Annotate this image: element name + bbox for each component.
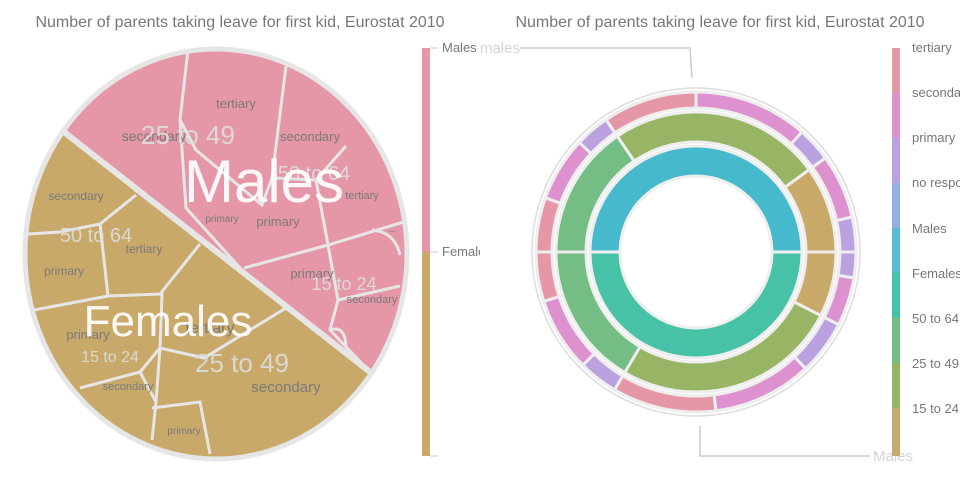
label-females-25-tertiary: tertiary [186,320,235,337]
legend-swatch-50-to-64 [892,318,900,363]
sunburst-arcs [534,90,858,414]
sunburst-chart-svg: Females Males tertiary secondary primary… [480,40,960,465]
legend-label-50-to-64: 50 to 64 [912,311,959,326]
label-males-50-tertiary: tertiary [345,190,379,202]
legend-swatch-females [892,273,900,318]
legend-label-secondary: secondary [912,85,960,100]
label-males-15-other: — [389,228,396,235]
label-males-25-secondary: secondary [122,128,187,144]
sunburst-inner-arc-females[interactable] [588,250,804,360]
voronoi-chart-title: Number of parents taking leave for first… [35,14,445,31]
label-males-25-primary: primary [205,214,238,225]
voronoi-chart-panel: Number of parents taking leave for first… [22,14,480,462]
sunburst-chart-title: Number of parents taking leave for first… [515,14,925,31]
label-females-50-tertiary: tertiary [126,242,163,256]
sunburst-outer-arc-primary[interactable] [836,250,858,280]
label-females-15-primary: primary [66,327,110,342]
legend-label-primary: primary [912,130,956,145]
label-females-50-primary: primary [44,264,84,278]
legend-swatch-no-response [892,183,900,228]
legend-label-tertiary: tertiary [912,40,952,55]
legend-label-females: Females [442,244,480,259]
label-females-group: Females [84,297,253,346]
legend-label-males: Males [912,221,947,236]
voronoi-legend: Males Females [422,40,480,457]
label-males-group: Males [184,148,344,215]
label-males-50-to-64: 50 to 64 [278,163,350,185]
label-males-25-to-49: 25 to 49 [141,120,235,150]
callout-females: Females [480,40,520,57]
label-males-15-primary: primary [290,266,334,281]
label-males-25-tertiary: tertiary [216,96,256,111]
legend-swatch-females [422,252,430,456]
label-females-50-secondary: secondary [48,189,103,203]
label-males-50-primary: primary [256,214,300,229]
legend-label-15-to-24: 15 to 24 [912,401,959,416]
label-females-50-to-64: 50 to 64 [60,225,132,247]
label-females-15-to-24: 15 to 24 [81,349,139,366]
callout-males: Males [873,448,913,465]
label-males-15-secondary: secondary [347,294,398,306]
legend-label-no-response: no response [912,175,960,190]
legend-label-females: Females [912,266,960,281]
sunburst-chart-panel: Number of parents taking leave for first… [480,0,960,480]
legend-swatch-25-to-49 [892,363,900,408]
legend-swatch-tertiary [892,48,900,93]
sunburst-legend: tertiary secondary primary no response M… [892,40,960,456]
label-males-50-secondary: secondary [280,129,340,144]
legend-swatch-secondary [892,93,900,138]
sunburst-outer-arc-primary[interactable] [834,215,858,254]
legend-swatch-males [892,228,900,273]
legend-swatch-15-to-24 [892,408,900,456]
legend-label-25-to-49: 25 to 49 [912,356,959,371]
label-females-25-secondary: secondary [251,379,321,396]
legend-swatch-primary [892,138,900,183]
label-females-15-secondary: secondary [103,381,154,393]
legend-swatch-males [422,48,430,252]
sunburst-middle-arc-15-to-24[interactable] [782,167,838,254]
label-females-25-primary: primary [167,426,200,437]
sunburst-inner-arc-males[interactable] [588,144,804,254]
label-males-15-to-24: 15 to 24 [311,274,376,294]
voronoi-chart-svg: secondary tertiary primary secondary ter… [22,40,480,462]
label-females-25-to-49: 25 to 49 [195,348,289,378]
legend-label-males: Males [442,40,477,55]
